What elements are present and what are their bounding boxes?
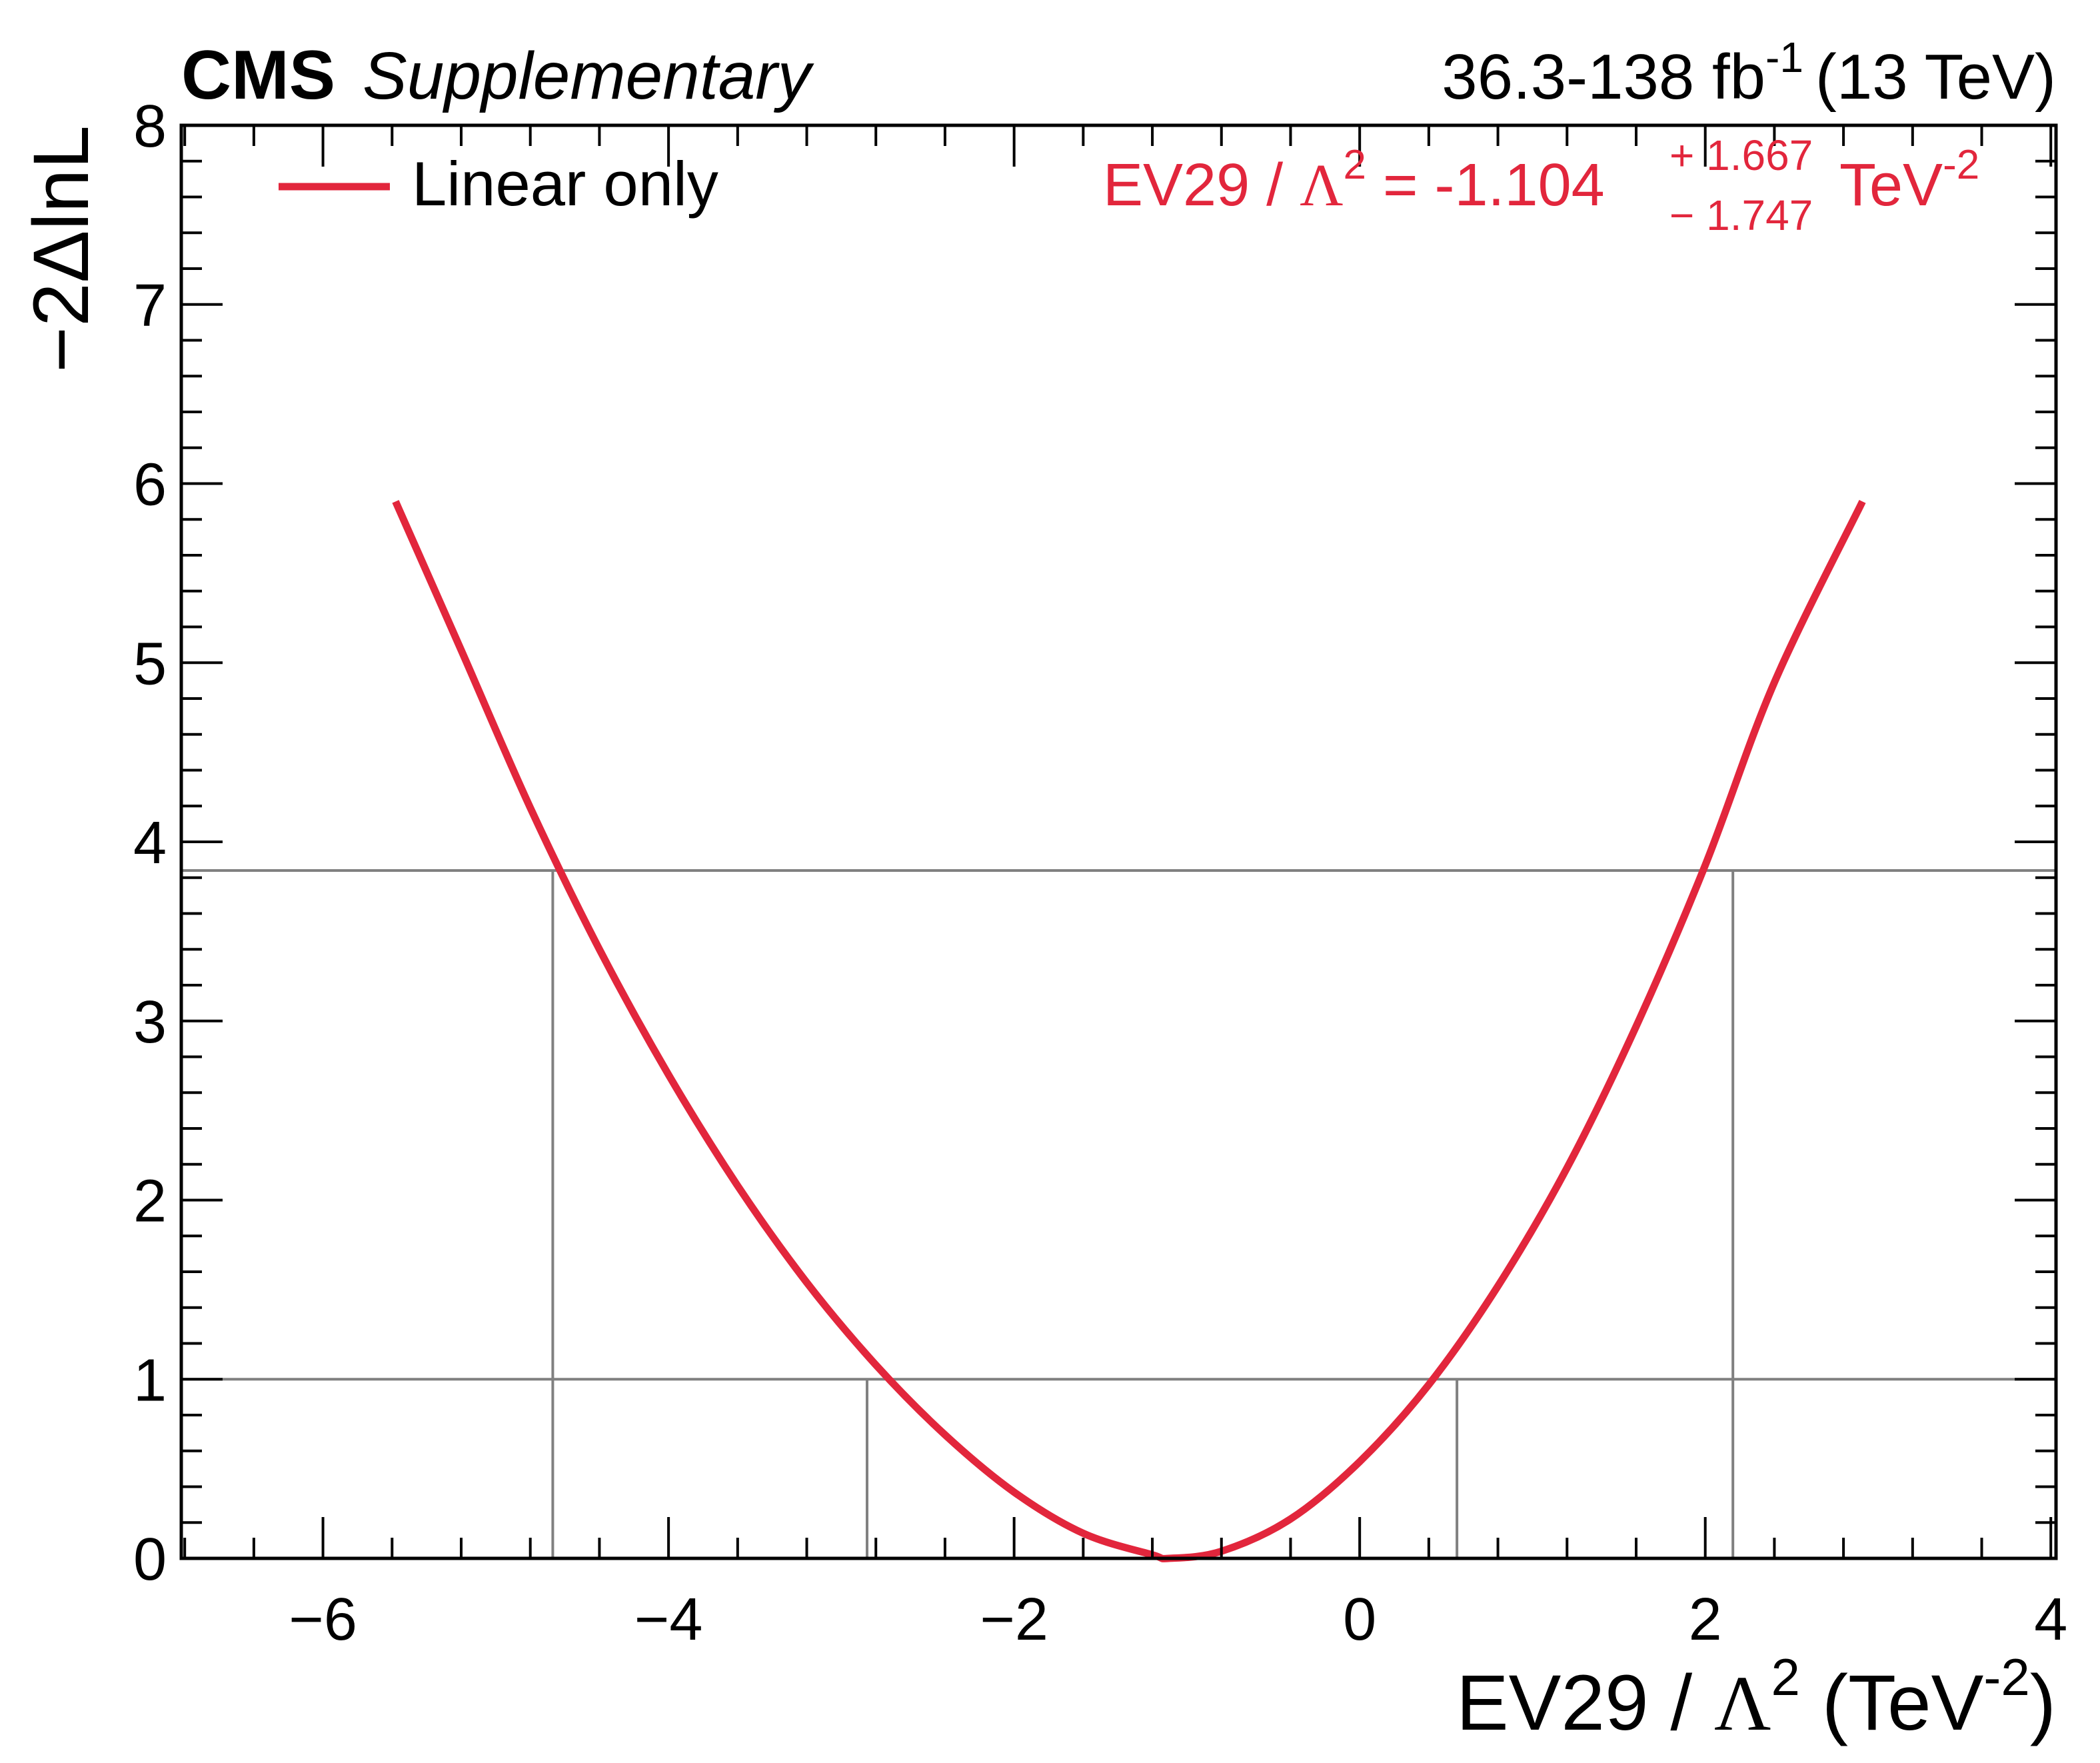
x-title-lambda-exp: 2 bbox=[1771, 1648, 1800, 1706]
fit-value: = -1.104 bbox=[1366, 152, 1605, 219]
y-tick-label: 4 bbox=[133, 810, 167, 877]
fit-unit-exp: -2 bbox=[1943, 142, 1979, 188]
y-tick-label: 8 bbox=[133, 93, 167, 160]
x-tick-label: −6 bbox=[289, 1586, 357, 1653]
fit-down: − 1.747 bbox=[1669, 191, 1813, 239]
fit-lambda-exp: 2 bbox=[1343, 142, 1366, 188]
y-tick-label: 3 bbox=[133, 989, 167, 1056]
y-tick-label: 7 bbox=[133, 273, 167, 339]
fit-unit-text: TeV bbox=[1839, 152, 1943, 219]
fit-result-main: EV29 / Λ2 = -1.104 bbox=[1103, 142, 1605, 219]
x-axis-title: EV29 / Λ2 (TeV-2) bbox=[1456, 1648, 2056, 1747]
x-tick-label: 2 bbox=[1689, 1586, 1722, 1653]
fit-lambda: Λ bbox=[1300, 153, 1343, 219]
x-title-close: ) bbox=[2030, 1659, 2056, 1747]
axis-tick-labels: −6 −4 −2 0 2 4 0 1 2 3 4 5 6 7 8 bbox=[133, 93, 2067, 1653]
fit-result: EV29 / Λ2 = -1.104 + 1.667 − 1.747 TeV-2 bbox=[1103, 131, 1979, 239]
x-tick-label: 0 bbox=[1343, 1586, 1376, 1653]
axes-frame bbox=[179, 123, 2058, 1560]
x-tick-label: −4 bbox=[634, 1586, 703, 1653]
fit-up: + 1.667 bbox=[1669, 131, 1813, 179]
y-tick-label: 0 bbox=[133, 1526, 167, 1593]
energy-label: (13 TeV) bbox=[1815, 41, 2056, 113]
lumi-energy-label: 36.3-138 fb-1 (13 TeV) bbox=[1442, 33, 2056, 113]
lumi-exponent: -1 bbox=[1765, 33, 1803, 81]
y-axis-title: −2ΔlnL bbox=[17, 125, 105, 373]
series-line bbox=[392, 499, 1866, 1562]
x-tick-label: 4 bbox=[2034, 1586, 2067, 1653]
status-label: Supplementary bbox=[363, 39, 815, 113]
legend-label: Linear only bbox=[412, 149, 718, 219]
axis-ticks bbox=[181, 124, 2056, 1560]
fit-unit: TeV-2 bbox=[1839, 142, 1979, 219]
x-title-param: EV29 / bbox=[1456, 1659, 1714, 1747]
curve-layer bbox=[392, 499, 1866, 1562]
y-tick-label: 1 bbox=[133, 1347, 167, 1414]
y-tick-label: 2 bbox=[133, 1168, 167, 1235]
reference-lines bbox=[181, 869, 2056, 1558]
plot-frame bbox=[179, 123, 2058, 1560]
cms-label: CMS bbox=[181, 37, 335, 114]
x-title-unit-exp: -2 bbox=[1983, 1648, 2029, 1706]
x-title-lambda: Λ bbox=[1714, 1660, 1771, 1747]
lumi-prefix: 36.3-138 fb bbox=[1442, 41, 1765, 113]
x-title-unit: (TeV bbox=[1800, 1659, 1984, 1747]
x-tick-label: −2 bbox=[980, 1586, 1048, 1653]
y-tick-label: 6 bbox=[133, 452, 167, 519]
y-tick-label: 5 bbox=[133, 631, 167, 697]
fit-param: EV29 / bbox=[1103, 152, 1300, 219]
